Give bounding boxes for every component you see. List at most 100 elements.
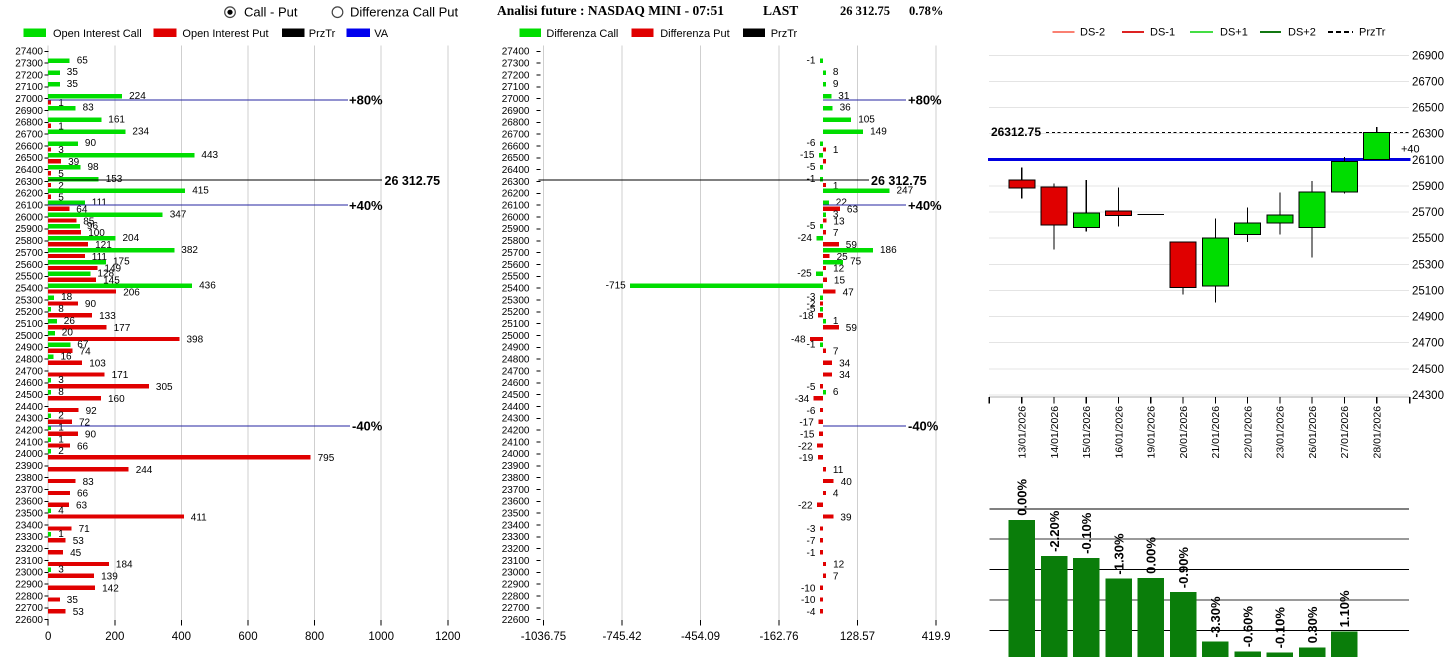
svg-text:26500: 26500 — [15, 153, 43, 164]
svg-text:7: 7 — [833, 228, 839, 239]
svg-text:200: 200 — [105, 631, 124, 643]
svg-text:121: 121 — [95, 240, 112, 251]
svg-text:23800: 23800 — [502, 473, 530, 484]
svg-text:25000: 25000 — [502, 331, 530, 342]
svg-text:24600: 24600 — [15, 378, 43, 389]
svg-text:133: 133 — [99, 311, 116, 322]
svg-text:-1: -1 — [806, 174, 815, 185]
svg-text:26100: 26100 — [15, 201, 43, 212]
svg-text:Analisi future : NASDAQ MINI -: Analisi future : NASDAQ MINI - 07:51 — [497, 3, 724, 18]
svg-text:24100: 24100 — [15, 437, 43, 448]
svg-text:26: 26 — [64, 316, 76, 327]
svg-text:26000: 26000 — [15, 212, 43, 223]
svg-text:26600: 26600 — [502, 141, 530, 152]
svg-text:6: 6 — [833, 387, 839, 398]
svg-text:Differenza Put: Differenza Put — [660, 28, 730, 40]
svg-text:Call - Put: Call - Put — [244, 5, 298, 20]
svg-text:27100: 27100 — [502, 82, 530, 93]
svg-text:24900: 24900 — [15, 343, 43, 354]
svg-text:26300: 26300 — [1412, 129, 1444, 141]
svg-text:111: 111 — [92, 197, 108, 208]
svg-text:Differenza Call: Differenza Call — [546, 28, 618, 40]
svg-text:25200: 25200 — [502, 307, 530, 318]
svg-text:-18: -18 — [799, 311, 814, 322]
svg-text:25800: 25800 — [502, 236, 530, 247]
svg-text:23300: 23300 — [502, 532, 530, 543]
svg-text:22/01/2026: 22/01/2026 — [1242, 406, 1254, 459]
svg-text:26900: 26900 — [502, 106, 530, 117]
svg-text:26500: 26500 — [502, 153, 530, 164]
svg-text:85: 85 — [83, 216, 95, 227]
svg-text:53: 53 — [73, 607, 85, 618]
svg-text:23/01/2026: 23/01/2026 — [1275, 406, 1287, 459]
svg-text:1: 1 — [833, 181, 839, 192]
svg-text:25100: 25100 — [1412, 285, 1444, 297]
svg-text:25500: 25500 — [15, 272, 43, 283]
svg-text:27000: 27000 — [15, 94, 43, 105]
svg-text:67: 67 — [77, 340, 89, 351]
svg-text:DS-1: DS-1 — [1150, 27, 1175, 39]
svg-text:-40%: -40% — [908, 419, 939, 434]
svg-text:LAST: LAST — [763, 3, 798, 18]
svg-text:74: 74 — [80, 347, 92, 358]
svg-text:66: 66 — [77, 489, 89, 500]
svg-text:19/01/2026: 19/01/2026 — [1146, 406, 1158, 459]
svg-text:25700: 25700 — [1412, 207, 1444, 219]
svg-text:0.00%: 0.00% — [1015, 478, 1030, 515]
svg-text:103: 103 — [89, 358, 106, 369]
svg-text:22600: 22600 — [15, 615, 43, 626]
svg-text:24000: 24000 — [502, 449, 530, 460]
svg-text:24700: 24700 — [502, 366, 530, 377]
svg-text:128: 128 — [97, 269, 114, 280]
svg-text:600: 600 — [238, 631, 257, 643]
svg-text:4: 4 — [833, 489, 839, 500]
svg-text:2: 2 — [58, 181, 64, 192]
svg-text:72: 72 — [79, 418, 91, 429]
svg-text:22700: 22700 — [502, 603, 530, 614]
svg-text:24500: 24500 — [15, 390, 43, 401]
svg-text:-4: -4 — [806, 607, 815, 618]
svg-text:31: 31 — [838, 91, 850, 102]
svg-text:25900: 25900 — [15, 224, 43, 235]
svg-text:-10: -10 — [801, 583, 816, 594]
svg-text:90: 90 — [85, 299, 97, 310]
svg-text:139: 139 — [101, 572, 118, 583]
svg-text:24700: 24700 — [15, 366, 43, 377]
svg-text:23600: 23600 — [502, 497, 530, 508]
svg-text:22800: 22800 — [502, 591, 530, 602]
svg-text:24500: 24500 — [1412, 364, 1444, 376]
svg-text:26100: 26100 — [1412, 155, 1444, 167]
svg-text:35: 35 — [67, 79, 79, 90]
svg-text:26700: 26700 — [1412, 76, 1444, 88]
svg-text:8: 8 — [58, 387, 64, 398]
svg-text:-3.30%: -3.30% — [1208, 596, 1223, 638]
svg-text:Open Interest Put: Open Interest Put — [182, 28, 268, 40]
svg-text:149: 149 — [104, 264, 121, 275]
svg-text:25100: 25100 — [15, 319, 43, 330]
svg-text:3: 3 — [58, 145, 64, 156]
svg-text:63: 63 — [847, 204, 859, 215]
svg-text:24400: 24400 — [15, 402, 43, 413]
svg-text:-1: -1 — [806, 548, 815, 559]
svg-text:3: 3 — [58, 375, 64, 386]
svg-text:45: 45 — [70, 548, 82, 559]
svg-text:Open Interest Call: Open Interest Call — [53, 28, 142, 40]
svg-text:24300: 24300 — [15, 414, 43, 425]
svg-text:23300: 23300 — [15, 532, 43, 543]
svg-text:-7: -7 — [806, 536, 815, 547]
svg-text:177: 177 — [114, 323, 131, 334]
svg-text:25300: 25300 — [15, 295, 43, 306]
svg-text:171: 171 — [112, 370, 129, 381]
svg-text:3: 3 — [58, 565, 64, 576]
svg-text:DS+1: DS+1 — [1220, 27, 1248, 39]
svg-text:-1036.75: -1036.75 — [521, 631, 566, 643]
svg-text:24400: 24400 — [502, 402, 530, 413]
svg-text:23700: 23700 — [502, 485, 530, 496]
svg-text:25300: 25300 — [1412, 259, 1444, 271]
svg-text:23600: 23600 — [15, 497, 43, 508]
svg-text:23800: 23800 — [15, 473, 43, 484]
svg-text:7: 7 — [833, 347, 839, 358]
svg-text:24200: 24200 — [15, 426, 43, 437]
svg-text:35: 35 — [67, 595, 79, 606]
svg-text:27400: 27400 — [502, 47, 530, 58]
